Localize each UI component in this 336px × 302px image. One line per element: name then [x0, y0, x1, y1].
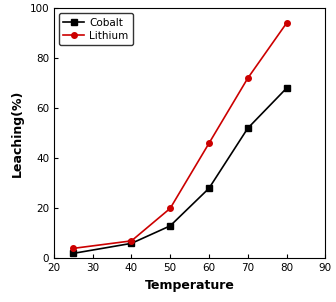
Cobalt: [168, 224, 172, 228]
Cobalt: [246, 127, 250, 130]
Lithium: [168, 207, 172, 210]
Lithium: [71, 246, 75, 250]
X-axis label: Temperature: Temperature: [145, 279, 235, 292]
Cobalt: [207, 187, 211, 190]
Lithium: [246, 76, 250, 80]
Line: Lithium: Lithium: [71, 21, 289, 251]
Lithium: [285, 21, 289, 25]
Legend: Cobalt, Lithium: Cobalt, Lithium: [59, 13, 133, 45]
Lithium: [207, 141, 211, 145]
Cobalt: [129, 242, 133, 245]
Lithium: [129, 239, 133, 243]
Y-axis label: Leaching(%): Leaching(%): [11, 90, 24, 177]
Line: Cobalt: Cobalt: [71, 85, 289, 256]
Cobalt: [285, 86, 289, 90]
Cobalt: [71, 252, 75, 255]
